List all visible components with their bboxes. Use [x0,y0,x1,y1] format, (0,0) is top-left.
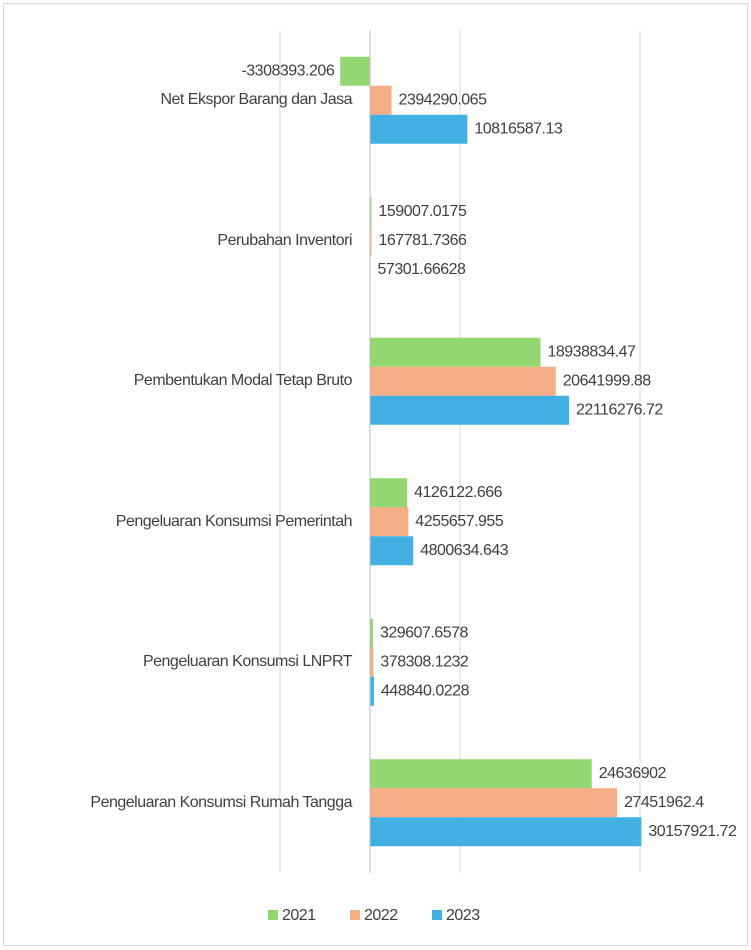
data-label: 22116276.72 [576,401,663,418]
data-label: 2394290.065 [399,91,488,108]
data-label: 27451962.4 [624,794,704,811]
data-label: 448840.0228 [381,682,470,699]
data-label: 4255657.955 [415,513,504,530]
data-label: 30157921.72 [648,823,737,840]
legend-swatch [432,910,442,920]
data-label: 10816587.13 [474,120,563,137]
bar [370,197,372,227]
data-label: 159007.0175 [378,203,467,220]
bar [340,56,370,86]
legend-swatch [350,910,360,920]
category-label: Net Ekspor Barang dan Jasa [160,91,352,109]
data-label: 167781.7366 [379,232,468,249]
bar [370,618,373,648]
category-label: Perubahan Inventori [217,231,352,249]
data-label: 24636902 [599,765,667,782]
data-label: 18938834.47 [547,343,636,360]
category-label-box: Pengeluaran Konsumsi Pemerintah [0,492,353,552]
legend-swatch [268,910,278,920]
bar [370,647,374,677]
category-label-box: Pembentukan Modal Tetap Bruto [0,351,353,411]
category-label-box: Pengeluaran Konsumsi Rumah Tangga [0,773,352,833]
bar [370,114,468,144]
category-label: Pembentukan Modal Tetap Bruto [133,372,353,390]
bar [370,817,642,847]
category-label: Pengeluaran Konsumsi Rumah Tangga [90,793,352,811]
data-label: 4126122.666 [414,484,503,501]
data-label: 20641999.88 [563,372,652,389]
category-label-box: Perubahan Inventori [0,211,352,271]
legend-label: 2023 [446,907,480,924]
bar [370,226,372,256]
bar [370,366,556,396]
data-label: 57301.66628 [378,261,467,278]
bar [370,85,392,115]
bar [370,676,375,706]
category-label-box: Pengeluaran Konsumsi LNPRT [0,632,353,692]
legend-label: 2021 [282,907,316,924]
bar [370,507,409,537]
data-label: 329607.6578 [380,624,469,641]
bar [370,788,618,818]
bar [370,759,592,789]
bar [370,395,570,425]
bar [370,536,414,566]
legend-label: 2022 [364,907,398,924]
data-label: 4800634.643 [420,542,509,559]
category-label: Pengeluaran Konsumsi LNPRT [142,653,353,671]
category-label-box: Net Ekspor Barang dan Jasa [0,70,352,130]
data-label: -3308393.206 [241,62,334,79]
category-label: Pengeluaran Konsumsi Pemerintah [115,512,353,530]
bar [370,478,408,508]
bar [370,337,541,367]
data-label: 378308.1232 [380,653,469,670]
